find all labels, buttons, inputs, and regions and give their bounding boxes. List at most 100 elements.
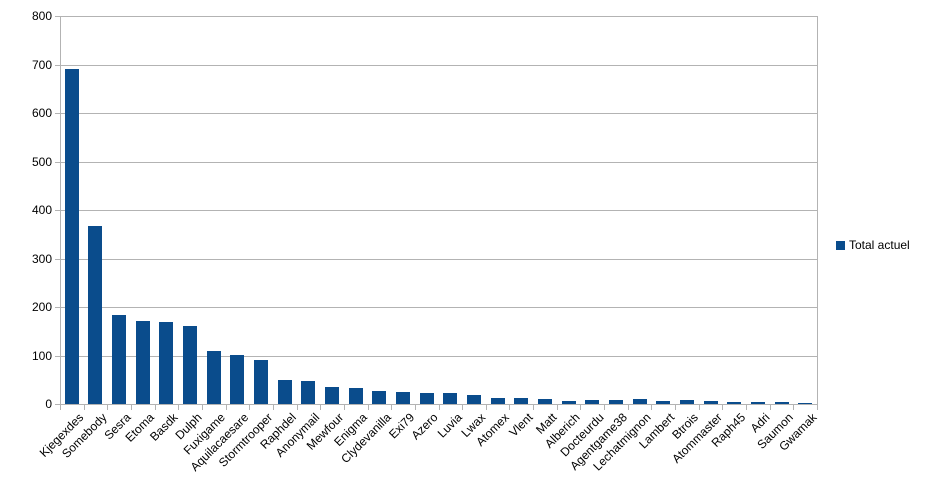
bar-luvia [443,393,457,404]
x-axis-tick [604,405,605,410]
gridline [60,356,817,357]
bar-fuxigame [207,351,221,404]
bar-raph45 [727,402,741,404]
x-axis-tick [746,405,747,410]
bar-atomex [491,398,505,404]
bar-btrois [680,400,694,404]
bar-sesra [112,315,126,404]
y-tick-label: 0 [45,397,52,411]
x-axis-tick [770,405,771,410]
y-tick-label: 800 [31,9,52,23]
bar-basdk [159,322,173,404]
y-tick-label: 400 [31,203,52,217]
x-axis-tick [178,405,179,410]
x-axis-tick [486,405,487,410]
x-axis-tick [202,405,203,410]
x-axis-tick [297,405,298,410]
bar-stormtrooper [254,360,268,404]
y-axis-tick [55,307,60,308]
bar-anonymail [301,381,315,404]
bar-somebody [88,226,102,404]
y-axis-tick [55,210,60,211]
bar-lwax [467,395,481,404]
x-axis-tick [699,405,700,410]
gridline [60,307,817,308]
bar-docteurdu [585,400,599,404]
x-axis-tick [273,405,274,410]
bar-clydevanilla [372,391,386,404]
y-tick-label: 100 [31,349,52,363]
bar-gwamak [798,403,812,404]
gridline [60,65,817,66]
gridline [60,16,817,17]
bar-vlent [514,398,528,404]
x-axis-tick [675,405,676,410]
bar-etoma [136,321,150,404]
y-axis-tick [55,65,60,66]
bar-azero [420,393,434,404]
x-axis-tick [107,405,108,410]
y-tick-label: 200 [31,300,52,314]
x-axis-tick [344,405,345,410]
x-axis-tick [391,405,392,410]
x-tick-label: Luvia [434,410,465,441]
bar-enigma [349,388,363,404]
x-axis-tick [557,405,558,410]
y-tick-label: 600 [31,106,52,120]
y-axis-tick [55,162,60,163]
x-axis-tick [249,405,250,410]
x-axis-tick [462,405,463,410]
y-tick-label: 300 [31,252,52,266]
y-axis-tick [55,113,60,114]
bar-matt [538,399,552,404]
x-axis-line [55,404,818,405]
bar-atommaster [704,401,718,404]
bar-agentgame38 [609,400,623,404]
x-axis-tick [155,405,156,410]
x-axis-tick [722,405,723,410]
bar-alberich [562,401,576,404]
bar-kjegexdes [65,69,79,404]
x-axis-tick [509,405,510,410]
x-axis-tick [368,405,369,410]
bar-saumon [775,402,789,404]
x-axis-tick [415,405,416,410]
gridline [60,162,817,163]
x-tick-label: Vlent [506,410,536,440]
x-axis-tick [793,405,794,410]
bar-mewfour [325,387,339,404]
bar-lechatmignon [633,399,647,404]
gridline [60,210,817,211]
bar-adri [751,402,765,404]
y-axis-tick [55,356,60,357]
y-tick-label: 700 [31,58,52,72]
gridline [60,113,817,114]
x-axis-tick [439,405,440,410]
y-axis-tick [55,259,60,260]
x-axis-tick [533,405,534,410]
bar-aquilacaesare [230,355,244,404]
x-axis-tick [817,405,818,410]
bar-lambert [656,401,670,404]
y-axis-line [60,16,61,405]
x-axis-tick [580,405,581,410]
x-axis-tick [320,405,321,410]
bar-exi79 [396,392,410,404]
x-axis-tick [60,405,61,410]
x-axis-tick [131,405,132,410]
y-tick-label: 500 [31,155,52,169]
plot-right-border [817,16,818,405]
bar-raphdel [278,380,292,404]
gridline [60,259,817,260]
legend-label: Total actuel [849,238,910,252]
x-axis-tick [226,405,227,410]
bar-dulph [183,326,197,404]
legend: Total actuel [836,238,910,252]
x-axis-tick [651,405,652,410]
x-tick-label: Azero [408,410,441,443]
y-axis-tick [55,16,60,17]
x-axis-tick [84,405,85,410]
legend-swatch-icon [836,240,845,250]
x-axis-tick [628,405,629,410]
